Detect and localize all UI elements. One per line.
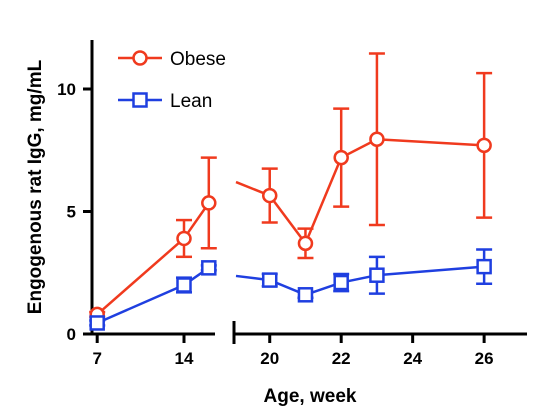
data-point-lean bbox=[261, 272, 278, 288]
x-tick-label: 7 bbox=[92, 349, 101, 368]
series-line-lean bbox=[96, 265, 215, 325]
data-point-obese bbox=[176, 230, 192, 247]
data-point-obese bbox=[476, 137, 492, 154]
data-point-obese bbox=[369, 131, 385, 147]
x-tick-label: 20 bbox=[260, 349, 279, 368]
x-tick-label: 24 bbox=[403, 349, 422, 368]
data-point-lean bbox=[476, 258, 492, 275]
series bbox=[89, 52, 493, 331]
data-point-lean bbox=[333, 274, 349, 291]
data-point-lean bbox=[297, 287, 314, 303]
legend-marker-obese bbox=[132, 50, 148, 66]
data-point-lean bbox=[176, 277, 192, 293]
y-tick-label: 10 bbox=[57, 80, 76, 99]
data-point-obese bbox=[261, 187, 278, 204]
legend: Obese Lean bbox=[118, 49, 226, 112]
legend-label-obese: Obese bbox=[170, 49, 226, 70]
y-tick-label: 0 bbox=[67, 325, 76, 344]
data-point-lean bbox=[369, 267, 385, 283]
y-tick-label: 5 bbox=[67, 203, 76, 222]
series-obese bbox=[89, 52, 493, 323]
y-ticks: 0 5 10 bbox=[57, 80, 92, 344]
data-point-obese bbox=[201, 195, 217, 211]
series-lean bbox=[89, 248, 493, 331]
data-point-obese bbox=[333, 149, 349, 166]
legend-marker-lean bbox=[132, 92, 148, 108]
x-tick-label: 26 bbox=[475, 349, 494, 368]
x-ticks: 7 14 20 22 24 26 bbox=[92, 334, 494, 368]
x-tick-label: 22 bbox=[332, 349, 351, 368]
data-point-obese bbox=[297, 235, 314, 252]
x-tick-label: 14 bbox=[175, 349, 194, 368]
x-axis-title: Age, week bbox=[264, 386, 357, 407]
data-point-lean bbox=[201, 260, 217, 276]
data-point-lean bbox=[89, 315, 105, 331]
y-axis-title: Engogenous rat IgG, mg/mL bbox=[25, 59, 46, 314]
legend-label-lean: Lean bbox=[170, 91, 212, 112]
